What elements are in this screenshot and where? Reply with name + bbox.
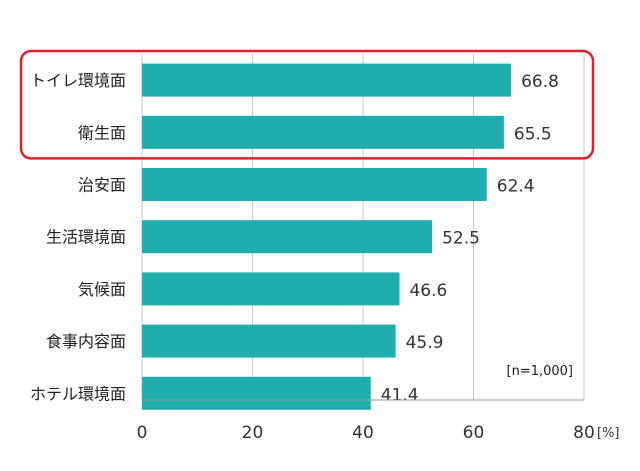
- category-label: 気候面: [78, 280, 126, 299]
- x-tick-label: 60: [463, 423, 485, 443]
- bar: [142, 220, 433, 254]
- value-label: 62.4: [497, 177, 535, 197]
- value-label: 41.4: [381, 385, 419, 405]
- x-tick-label: 80: [573, 423, 595, 443]
- bar: [142, 376, 371, 410]
- highlight-box: [19, 49, 595, 160]
- x-axis-unit: [%]: [597, 426, 620, 441]
- category-label: 治安面: [78, 176, 126, 195]
- value-labels: 66.8 65.5 62.4 52.5 46.6 45.9 41.4: [381, 72, 559, 405]
- bar: [142, 324, 396, 358]
- category-label: ホテル環境面: [30, 384, 126, 403]
- bar: [142, 168, 487, 201]
- category-label: 生活環境面: [46, 228, 126, 247]
- x-tick-label: 20: [242, 423, 264, 443]
- bar: [142, 272, 400, 306]
- x-tick-label: 40: [352, 423, 374, 443]
- x-axis-ticks: 0 20 40 60 80: [137, 423, 595, 443]
- bars: [142, 63, 512, 410]
- value-label: 66.8: [521, 72, 559, 92]
- value-label: 45.9: [406, 333, 444, 353]
- category-label: 食事内容面: [46, 332, 126, 351]
- category-label: 衛生面: [78, 123, 126, 142]
- category-label: トイレ環境面: [30, 71, 126, 90]
- bar: [142, 115, 504, 149]
- sample-size-note: [n=1,000]: [507, 364, 574, 379]
- value-label: 65.5: [514, 124, 552, 144]
- x-tick-label: 0: [137, 423, 148, 443]
- bar: [142, 63, 512, 97]
- value-label: 52.5: [442, 229, 480, 249]
- value-label: 46.6: [409, 281, 447, 301]
